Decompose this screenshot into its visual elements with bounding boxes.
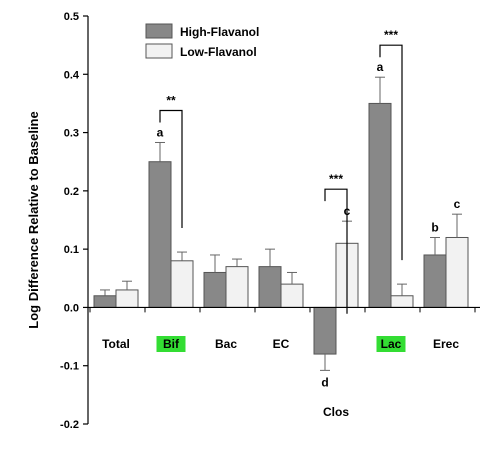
y-tick-label: 0.4 bbox=[64, 69, 80, 81]
category-label-clos: Clos bbox=[323, 405, 349, 419]
category-label-bif: Bif bbox=[163, 337, 180, 351]
significance-bracket bbox=[324, 188, 348, 314]
bar-high-ec bbox=[258, 266, 282, 308]
category-label-lac: Lac bbox=[381, 337, 402, 351]
significance-letter: d bbox=[321, 375, 328, 389]
bar-high-total bbox=[93, 295, 117, 308]
significance-letter: a bbox=[157, 125, 164, 139]
y-tick-label: 0.1 bbox=[64, 244, 79, 256]
category-label-erec: Erec bbox=[433, 337, 459, 351]
bar-low-bac bbox=[225, 266, 249, 308]
legend-swatch bbox=[145, 43, 173, 59]
y-axis-label: Log Difference Relative to Baseline bbox=[26, 111, 41, 328]
y-tick-label: 0.3 bbox=[64, 128, 79, 140]
y-tick-label: 0.5 bbox=[64, 11, 79, 23]
bar-low-erec bbox=[445, 236, 469, 308]
significance-bracket bbox=[159, 109, 183, 229]
bar-high-lac bbox=[368, 102, 392, 308]
significance-letter: c bbox=[454, 197, 461, 211]
category-label-ec: EC bbox=[273, 337, 290, 351]
bar-high-erec bbox=[423, 254, 447, 308]
significance-stars: ** bbox=[166, 93, 176, 107]
bar-low-bif bbox=[170, 260, 194, 308]
significance-bracket bbox=[379, 44, 403, 261]
significance-letter: b bbox=[431, 220, 438, 234]
bar-low-total bbox=[115, 289, 139, 308]
category-highlight bbox=[376, 336, 406, 352]
legend-swatch bbox=[145, 23, 173, 39]
y-tick-label: -0.2 bbox=[60, 419, 79, 431]
category-highlight bbox=[156, 336, 186, 352]
bar-low-ec bbox=[280, 283, 304, 308]
category-label-total: Total bbox=[102, 337, 130, 351]
legend-label: High-Flavanol bbox=[180, 25, 259, 39]
y-tick-label: 0.0 bbox=[64, 302, 79, 314]
bar-high-clos bbox=[313, 306, 337, 355]
significance-letter: a bbox=[377, 60, 384, 74]
significance-stars: *** bbox=[384, 28, 398, 42]
bar-high-bif bbox=[148, 161, 172, 308]
significance-stars: *** bbox=[329, 172, 343, 186]
y-tick-label: -0.1 bbox=[60, 361, 79, 373]
legend-label: Low-Flavanol bbox=[180, 45, 257, 59]
bar-high-bac bbox=[203, 271, 227, 308]
category-label-bac: Bac bbox=[215, 337, 237, 351]
y-tick-label: 0.2 bbox=[64, 186, 79, 198]
bar-low-lac bbox=[390, 295, 414, 308]
